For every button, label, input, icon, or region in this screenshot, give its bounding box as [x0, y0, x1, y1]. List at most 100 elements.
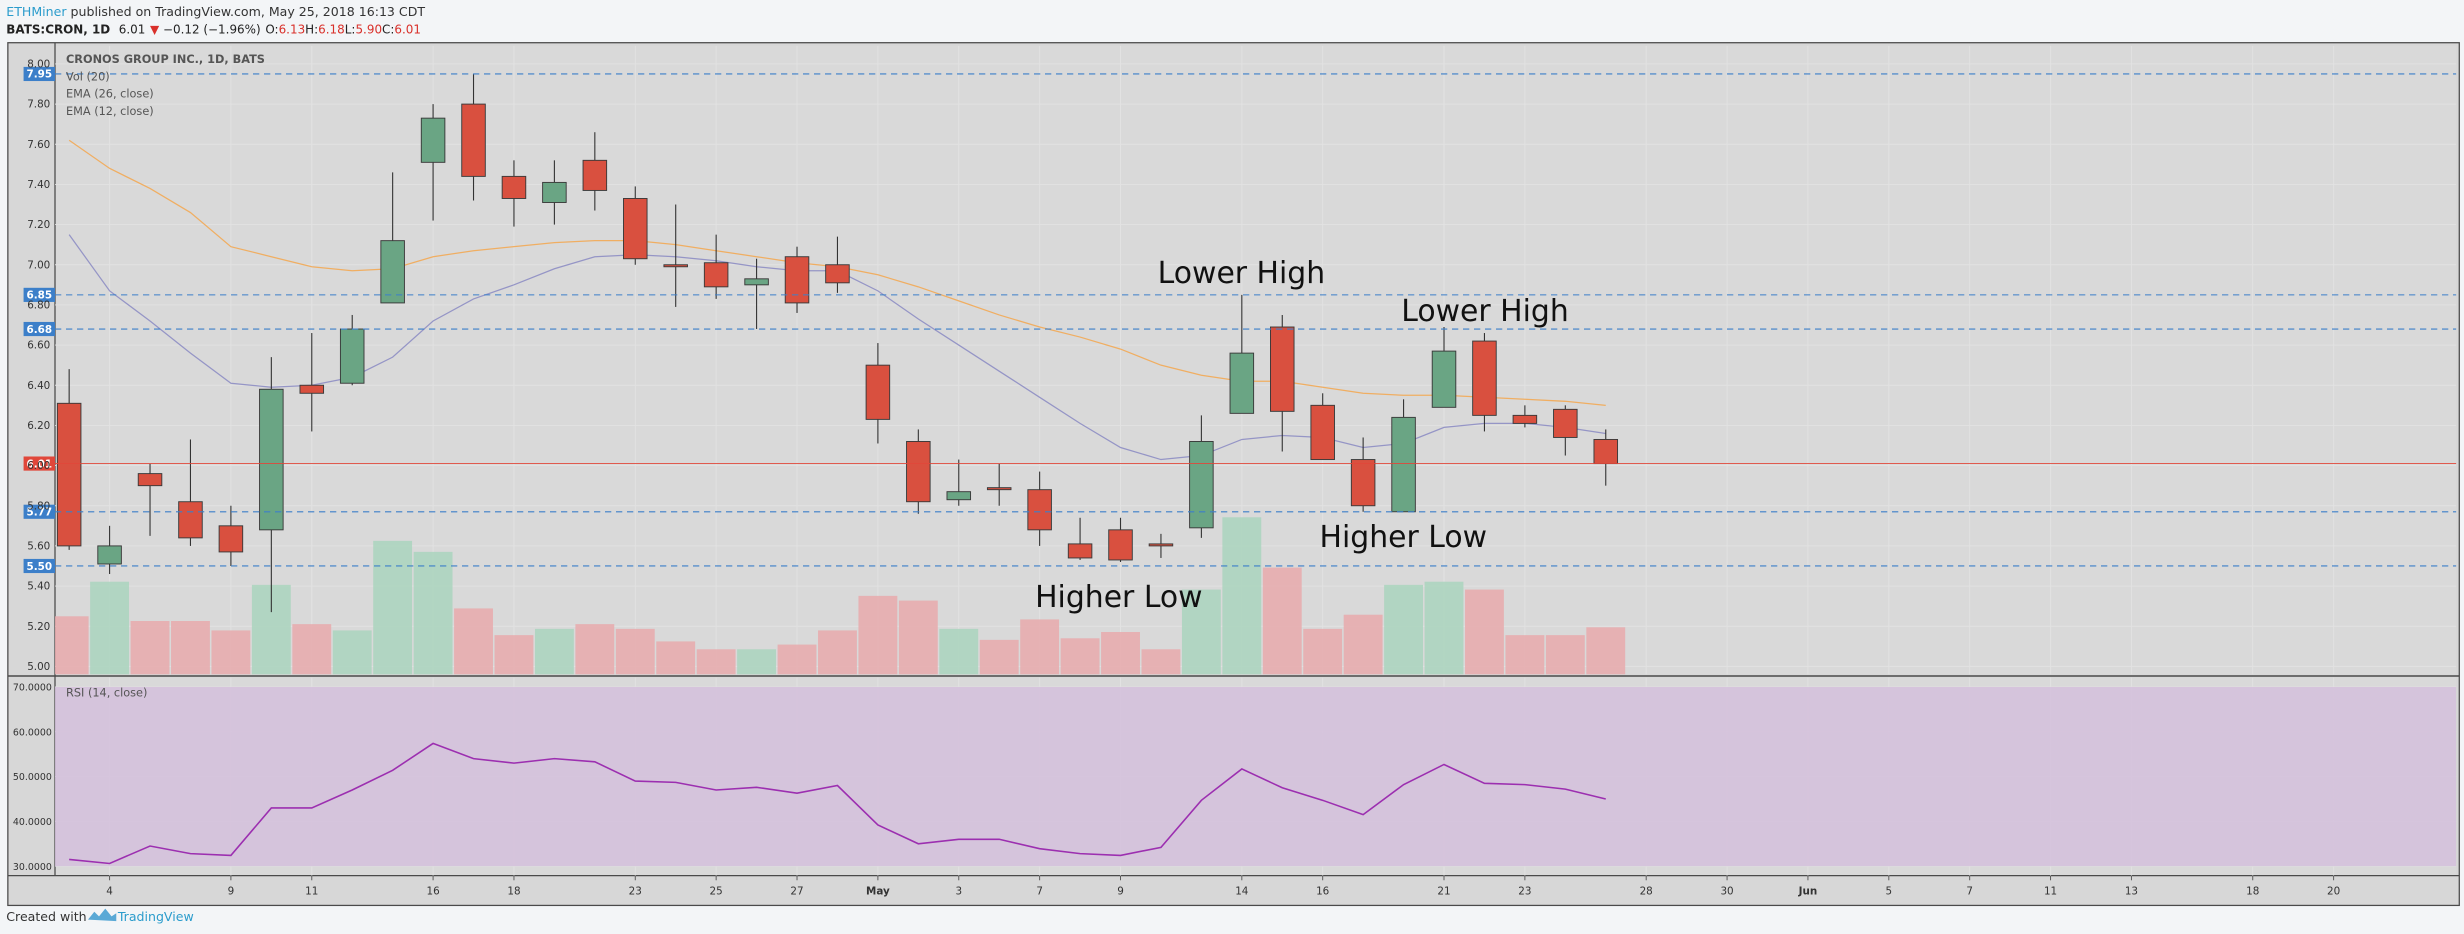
- volume-bar: [818, 630, 857, 675]
- candle-body: [1391, 416, 1416, 513]
- y-tick-label: 5.00: [27, 661, 50, 673]
- volume-layer: [55, 517, 1626, 675]
- candle-body: [56, 402, 82, 547]
- annotation: Lower High: [1158, 256, 1325, 291]
- footer-brand[interactable]: TradingView: [117, 909, 194, 924]
- volume-bar: [696, 649, 736, 675]
- candle-body: [825, 264, 850, 284]
- x-tick-label: 7: [1966, 885, 1973, 897]
- volume-bar: [1222, 517, 1262, 675]
- candle-body: [1229, 352, 1255, 414]
- axis-labels: 4 9 11 16 18 23 25 27 May 3 7 9 14 16 21 23 28 30 Jun 5 7 11 1…: [13, 59, 2340, 898]
- legend-volume: Vol (20): [66, 70, 110, 83]
- ohlc-key: C:: [382, 22, 394, 36]
- symbol-line: BATS:CRON, 1D 6.01 ▼ −0.12 (−1.96%) O:6.13…: [6, 22, 421, 36]
- volume-bar: [858, 595, 898, 675]
- rsi-layer: [55, 686, 2457, 867]
- candle-body: [218, 525, 244, 553]
- rsi-band: [55, 686, 2457, 867]
- last-price-box: [23, 456, 55, 471]
- x-tick-label: 11: [305, 885, 318, 897]
- candle-body: [1148, 543, 1174, 547]
- x-tick-label: 20: [2327, 885, 2340, 897]
- volume-bar: [55, 616, 89, 675]
- volume-bar: [454, 608, 493, 675]
- candle-body: [1593, 438, 1619, 465]
- candle-layer: [56, 73, 1619, 613]
- volume-bar: [1181, 589, 1221, 675]
- candle-body: [420, 117, 446, 163]
- level-label: 7.95: [27, 69, 53, 81]
- x-tick-label: 4: [106, 885, 113, 897]
- x-tick-label: 30: [1720, 885, 1733, 897]
- down-arrow: ▼: [150, 22, 160, 36]
- ohlc-value: 6.01: [394, 22, 421, 36]
- candle-body: [1512, 414, 1538, 424]
- volume-bar: [373, 540, 413, 675]
- x-tick-label: Jun: [1798, 885, 1818, 897]
- ohlc-key: L:: [345, 22, 356, 36]
- candle-body: [380, 240, 405, 304]
- candle-body: [299, 384, 325, 394]
- volume-bar: [1505, 635, 1545, 675]
- candle-body: [1310, 404, 1335, 461]
- volume-bar: [211, 630, 251, 675]
- x-tick-label: 3: [955, 885, 962, 897]
- candle-body: [178, 501, 203, 539]
- chart-title: CRONOS GROUP INC., 1D, BATS: [66, 53, 265, 66]
- x-tick-label: 28: [1640, 885, 1653, 897]
- annotation: Lower High: [1401, 294, 1568, 329]
- volume-bar: [615, 628, 655, 675]
- levels-layer: 7.95 6.85 6.68 5.77 5.50 6.01: [23, 66, 2457, 574]
- candle-body: [1431, 350, 1457, 408]
- x-tick-label: 9: [228, 885, 235, 897]
- footer-text: Created with: [6, 909, 86, 924]
- candle-body: [946, 491, 972, 501]
- volume-bar: [1303, 628, 1343, 675]
- volume-bar: [1545, 635, 1585, 675]
- candle-body: [744, 278, 769, 286]
- candle-body: [1189, 441, 1214, 529]
- author[interactable]: ETHMiner: [6, 4, 67, 19]
- candle-body: [137, 473, 163, 487]
- tradingview-logo: [88, 908, 117, 922]
- volume-bar: [90, 581, 130, 675]
- candle-body: [259, 388, 284, 531]
- candle-body: [461, 103, 486, 177]
- ohlc-key: O:: [265, 22, 278, 36]
- candle-body: [1270, 326, 1295, 412]
- candle-body: [663, 264, 688, 268]
- ohlc-key: H:: [305, 22, 318, 36]
- volume-bar: [1262, 567, 1302, 675]
- x-tick-label: 16: [1316, 885, 1329, 897]
- x-tick-label: 18: [2246, 885, 2259, 897]
- volume-bar: [1586, 627, 1626, 675]
- y-tick-label: 7.00: [27, 259, 50, 271]
- level-label: 5.77: [27, 507, 53, 519]
- x-tick-label: 7: [1036, 885, 1043, 897]
- candle-body: [1553, 408, 1578, 438]
- candle-body: [986, 487, 1012, 491]
- candle-body: [623, 198, 648, 260]
- candle-body: [1350, 459, 1376, 507]
- volume-bar: [292, 624, 332, 675]
- volume-bar: [1343, 614, 1383, 675]
- y-tick-label: 60.0000: [13, 727, 52, 738]
- volume-bar: [656, 641, 696, 675]
- volume-bar: [494, 635, 534, 675]
- y-tick-label: 7.80: [27, 99, 50, 111]
- rsi-line: [69, 742, 1606, 865]
- annotation: Higher Low: [1035, 580, 1202, 615]
- x-tick-label: 9: [1117, 885, 1124, 897]
- level-box: [23, 66, 55, 82]
- volume-bar: [939, 628, 979, 675]
- candle-body: [784, 256, 810, 304]
- y-tick-label: 50.0000: [13, 772, 52, 783]
- y-tick-label: 6.80: [27, 300, 50, 312]
- volume-bar: [777, 644, 817, 675]
- level-box: [23, 321, 55, 337]
- y-tick-label: 5.40: [27, 581, 50, 593]
- y-tick-label: 5.20: [27, 621, 50, 633]
- level-box: [23, 558, 55, 574]
